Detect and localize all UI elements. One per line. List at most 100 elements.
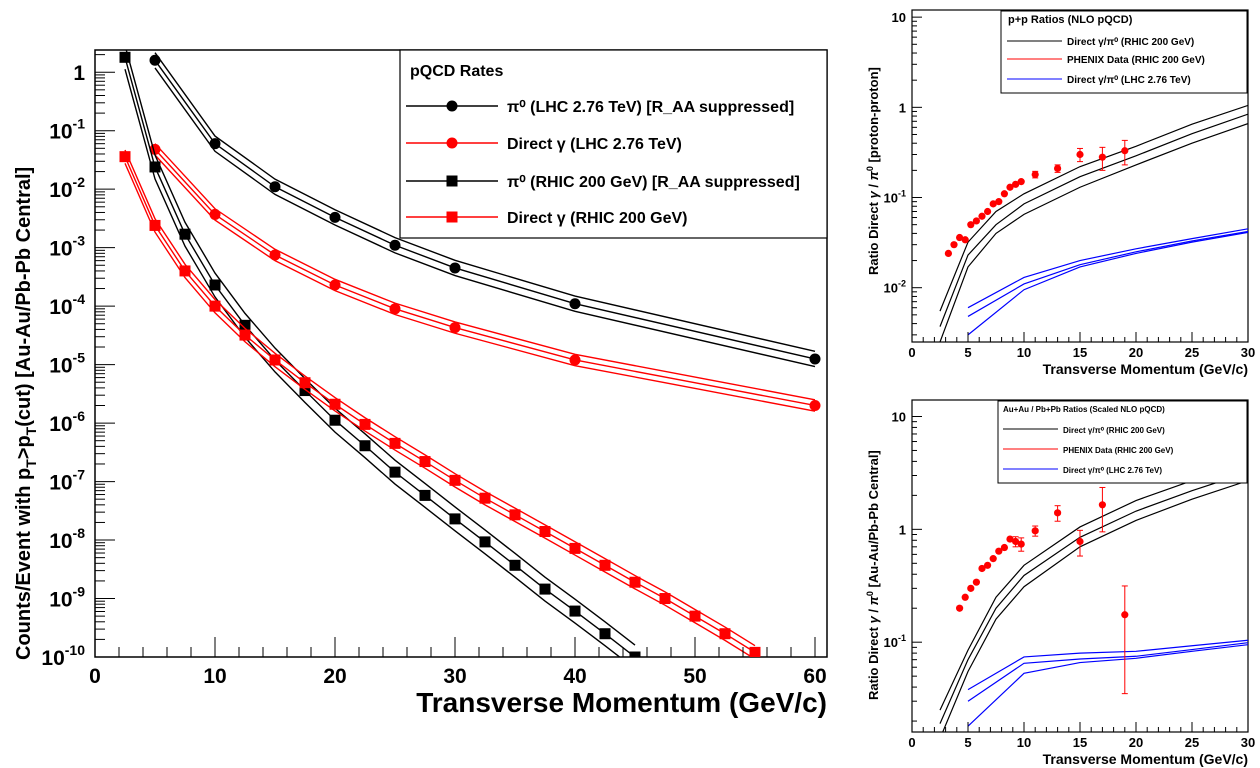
data-point bbox=[179, 228, 191, 240]
data-point bbox=[209, 138, 221, 150]
series-band-line bbox=[154, 67, 816, 368]
data-point bbox=[389, 239, 401, 251]
data-point bbox=[299, 377, 311, 389]
aa-legend-title: Au+Au / Pb+Pb Ratios (Scaled NLO pQCD) bbox=[1003, 405, 1165, 414]
pp-ylabel-sup: 0 bbox=[865, 166, 875, 171]
pp-legend: p+p Ratios (NLO pQCD) Direct γ/π⁰ (RHIC … bbox=[1000, 10, 1248, 94]
y-tick-label: 10-10 bbox=[41, 642, 85, 670]
legend-label: Direct γ/π⁰ (RHIC 200 GeV) bbox=[1067, 37, 1194, 48]
y-tick-exponent: -1 bbox=[73, 116, 86, 132]
y-tick-label: 10-3 bbox=[49, 233, 85, 261]
phenix-data-point bbox=[1121, 611, 1129, 619]
phenix-data-point bbox=[978, 212, 986, 220]
y-tick-label: 10 bbox=[892, 10, 906, 25]
pp-y-axis-label: Ratio Direct γ / π0 [proton-proton] bbox=[865, 67, 881, 275]
main-rates-plot: 0 10 20 30 40 50 60110-110-210-310-410-510-610… bbox=[13, 49, 828, 718]
legend-marker bbox=[446, 137, 458, 149]
data-point bbox=[119, 51, 131, 63]
series-band-line bbox=[125, 50, 636, 646]
data-point bbox=[269, 249, 281, 261]
main-y-axis-label: Counts/Event with pT>pT(cut) [Au-Au/Pb-P… bbox=[13, 167, 39, 660]
y-tick-label: 10-1 bbox=[49, 116, 85, 144]
series-band-line bbox=[154, 143, 816, 401]
y-tick-label: 1 bbox=[73, 62, 85, 85]
data-point bbox=[419, 489, 431, 501]
phenix-data-point bbox=[1054, 164, 1062, 173]
data-point bbox=[509, 509, 521, 521]
phenix-data-point bbox=[984, 561, 992, 569]
y-tick-exponent: -4 bbox=[73, 291, 86, 307]
data-point bbox=[569, 354, 581, 366]
data-point bbox=[389, 466, 401, 478]
x-tick-label: 60 bbox=[803, 665, 826, 688]
y-tick-base: 10 bbox=[884, 191, 898, 206]
data-point bbox=[299, 385, 311, 397]
x-tick-label: 30 bbox=[1241, 345, 1255, 360]
y-tick-base: 10 bbox=[49, 530, 72, 553]
x-tick-label: 30 bbox=[1241, 735, 1255, 750]
phenix-data-point bbox=[961, 593, 969, 601]
aa-series-group bbox=[939, 462, 1248, 732]
y-tick-base: 10 bbox=[49, 296, 72, 319]
legend-marker bbox=[446, 175, 458, 187]
data-point bbox=[719, 628, 731, 640]
data-point bbox=[149, 161, 161, 173]
legend-label: π⁰ (RHIC 200 GeV) [R_AA suppressed] bbox=[507, 174, 800, 191]
ratio-curve bbox=[939, 123, 1248, 342]
ratio-curve bbox=[967, 230, 1248, 317]
phenix-data-point bbox=[961, 236, 969, 244]
data-point bbox=[479, 536, 491, 548]
main-series-group bbox=[119, 50, 821, 657]
phenix-data-point bbox=[989, 555, 997, 563]
aa-legend: Au+Au / Pb+Pb Ratios (Scaled NLO pQCD) D… bbox=[997, 400, 1248, 484]
aa-ylabel-part3: [Au-Au/Pb-Pb Central] bbox=[866, 450, 881, 591]
x-tick-label: 0 bbox=[908, 735, 915, 750]
data-point bbox=[239, 329, 251, 341]
phenix-data-point bbox=[978, 564, 986, 573]
x-tick-label: 20 bbox=[1129, 345, 1143, 360]
phenix-data-point bbox=[1012, 537, 1020, 546]
legend-label: π⁰ (LHC 2.76 TeV) [R_AA suppressed] bbox=[507, 99, 794, 116]
aa-legend-entries: Direct γ/π⁰ (RHIC 200 GeV) PHENIX Data (R… bbox=[1003, 426, 1174, 475]
phenix-data-point bbox=[1098, 501, 1106, 509]
data-point bbox=[239, 319, 251, 331]
y-tick-label: 10-2 bbox=[884, 279, 906, 296]
ratio-curve bbox=[967, 231, 1248, 336]
aa-ylabel-gamma: γ bbox=[866, 615, 881, 623]
main-ylabel-part1: Counts/Event with p bbox=[13, 468, 35, 660]
data-point bbox=[569, 542, 581, 554]
aa-x-axis-label: Transverse Momentum (GeV/c) bbox=[1043, 751, 1248, 767]
pp-ylabel-gamma: γ bbox=[866, 190, 881, 198]
x-tick-label: 20 bbox=[1129, 735, 1143, 750]
x-tick-label: 40 bbox=[563, 665, 586, 688]
legend-label: PHENIX Data (RHIC 200 GeV) bbox=[1067, 55, 1205, 66]
main-ylabel-sub1: T bbox=[23, 459, 39, 468]
pp-legend-title: p+p Ratios (NLO pQCD) bbox=[1008, 14, 1133, 26]
legend-label: PHENIX Data (RHIC 200 GeV) bbox=[1063, 446, 1174, 455]
phenix-data-point bbox=[1017, 540, 1025, 548]
y-tick-base: 10 bbox=[41, 647, 64, 670]
y-tick-label: 10-2 bbox=[49, 174, 85, 202]
data-point bbox=[119, 151, 131, 163]
x-tick-label: 10 bbox=[203, 665, 226, 688]
data-point bbox=[599, 559, 611, 571]
series-line bbox=[124, 156, 756, 653]
y-tick-base: 10 bbox=[49, 413, 72, 436]
x-tick-label: 15 bbox=[1073, 345, 1087, 360]
data-point bbox=[539, 526, 551, 538]
y-tick-label: 10-6 bbox=[49, 408, 85, 436]
main-ylabel-part3: (cut) [Au-Au/Pb-Pb Central] bbox=[13, 167, 35, 427]
data-point bbox=[209, 208, 221, 220]
pp-ylabel-part1: Ratio Direct bbox=[866, 198, 881, 275]
main-legend-title: pQCD Rates bbox=[410, 63, 503, 80]
legend-label: Direct γ (RHIC 200 GeV) bbox=[507, 210, 688, 227]
data-point bbox=[569, 605, 581, 617]
data-point bbox=[329, 414, 341, 426]
y-tick-exponent: -6 bbox=[73, 408, 86, 424]
y-tick-label: 10-1 bbox=[884, 189, 906, 206]
phenix-data-point bbox=[995, 198, 1003, 206]
data-point bbox=[389, 437, 401, 449]
phenix-data-point bbox=[1076, 150, 1084, 159]
